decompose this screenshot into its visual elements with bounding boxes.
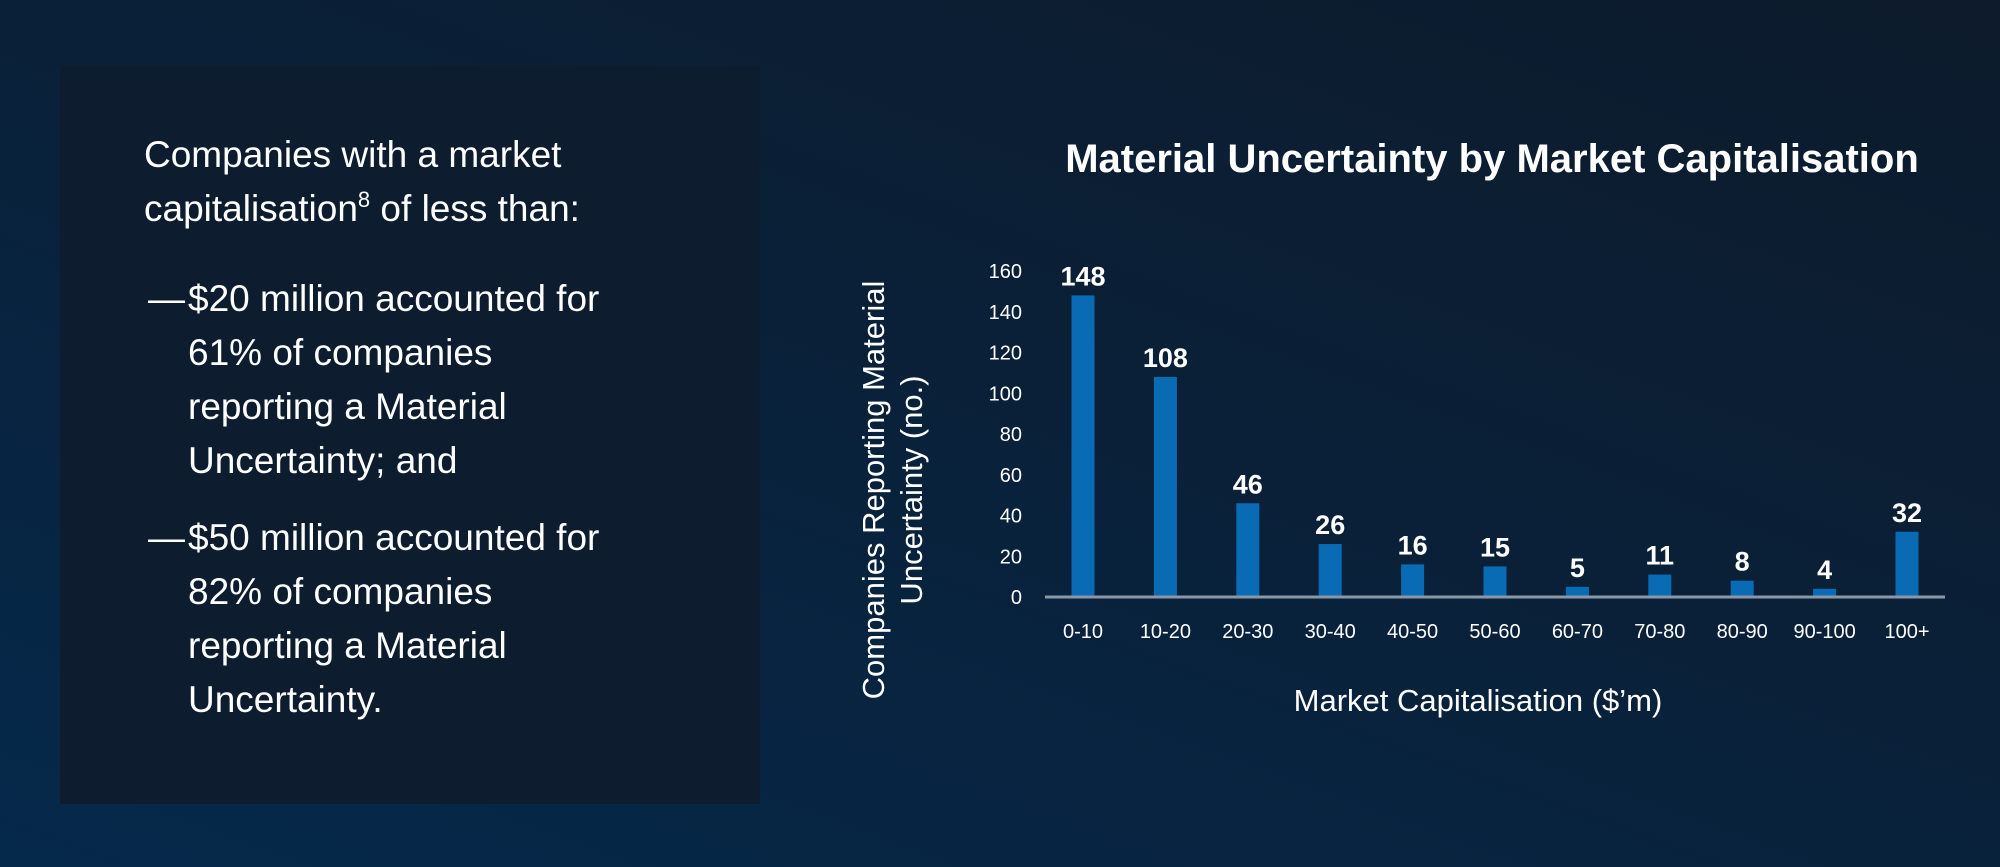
y-tick-label: 0 bbox=[1011, 587, 1022, 609]
y-tick-label: 60 bbox=[1000, 465, 1022, 487]
bar-series bbox=[1071, 295, 1919, 597]
bar bbox=[1813, 588, 1837, 597]
text-panel: Companies with a market capitalisation8 … bbox=[60, 66, 760, 804]
data-labels: 148 108 46 26 16 15 5 11 8 4 32 bbox=[1060, 261, 1922, 584]
x-tick-label: 80-90 bbox=[1717, 621, 1768, 643]
x-tick-label: 0-10 bbox=[1063, 621, 1103, 643]
x-axis-title: Market Capitalisation ($’m) bbox=[1294, 683, 1663, 718]
x-tick-label: 40-50 bbox=[1387, 621, 1438, 643]
chart-title: Material Uncertainty by Market Capitalis… bbox=[1065, 137, 1919, 181]
y-tick-label: 160 bbox=[989, 261, 1022, 283]
x-tick-label: 90-100 bbox=[1793, 621, 1855, 643]
bullet-item: — $50 million accounted for 82% of compan… bbox=[148, 511, 648, 727]
data-label: 148 bbox=[1060, 261, 1105, 291]
y-axis-title-line-2: Uncertainty (no.) bbox=[894, 375, 929, 604]
y-tick-label: 40 bbox=[1000, 506, 1022, 528]
bar bbox=[1483, 566, 1507, 597]
y-tick-label: 140 bbox=[989, 302, 1022, 324]
x-tick-label: 30-40 bbox=[1305, 621, 1356, 643]
bar bbox=[1071, 295, 1095, 597]
bar bbox=[1153, 376, 1177, 597]
intro-part2: of less than: bbox=[370, 188, 580, 229]
y-axis-title-line-1: Companies Reporting Material bbox=[856, 281, 891, 700]
intro-part1: Companies with a market capitalisation bbox=[144, 134, 562, 229]
x-tick-label: 10-20 bbox=[1140, 621, 1191, 643]
y-tick-label: 20 bbox=[1000, 546, 1022, 568]
x-tick-label: 70-80 bbox=[1634, 621, 1685, 643]
intro-text: Companies with a market capitalisation8 … bbox=[144, 128, 704, 236]
y-tick-label: 100 bbox=[989, 383, 1022, 405]
bar bbox=[1565, 586, 1589, 597]
data-label: 8 bbox=[1735, 547, 1750, 577]
data-label: 5 bbox=[1570, 553, 1585, 583]
y-tick-label: 80 bbox=[1000, 424, 1022, 446]
bullet-dash: — bbox=[148, 278, 185, 319]
data-label: 15 bbox=[1480, 532, 1510, 562]
bar bbox=[1401, 564, 1425, 597]
y-tick-label: 120 bbox=[989, 343, 1022, 365]
bullet-item: — $20 million accounted for 61% of compan… bbox=[148, 272, 648, 488]
x-tick-label: 50-60 bbox=[1469, 621, 1520, 643]
data-label: 4 bbox=[1817, 555, 1832, 585]
bar bbox=[1236, 503, 1260, 597]
bar bbox=[1730, 580, 1754, 597]
bar bbox=[1648, 574, 1672, 597]
footnote-marker: 8 bbox=[357, 187, 371, 212]
data-label: 16 bbox=[1398, 530, 1428, 560]
bullet-dash: — bbox=[148, 517, 185, 558]
data-label: 46 bbox=[1233, 469, 1263, 499]
x-tick-label: 20-30 bbox=[1222, 621, 1273, 643]
bar bbox=[1318, 544, 1342, 597]
bullet-text: $20 million accounted for 61% of compani… bbox=[188, 278, 600, 481]
x-tick-label: 100+ bbox=[1884, 621, 1929, 643]
bullet-text: $50 million accounted for 82% of compani… bbox=[188, 517, 600, 720]
x-tick-label: 60-70 bbox=[1552, 621, 1603, 643]
bar bbox=[1895, 531, 1919, 597]
x-axis-ticks: 0-10 10-20 20-30 30-40 40-50 50-60 60-70 70-80 8… bbox=[1063, 621, 1930, 643]
data-label: 32 bbox=[1892, 498, 1922, 528]
data-label: 11 bbox=[1646, 541, 1675, 571]
y-axis-ticks: 0 20 40 60 80 100 120 140 160 bbox=[989, 261, 1022, 609]
data-label: 26 bbox=[1315, 510, 1345, 540]
data-label: 108 bbox=[1143, 343, 1188, 373]
